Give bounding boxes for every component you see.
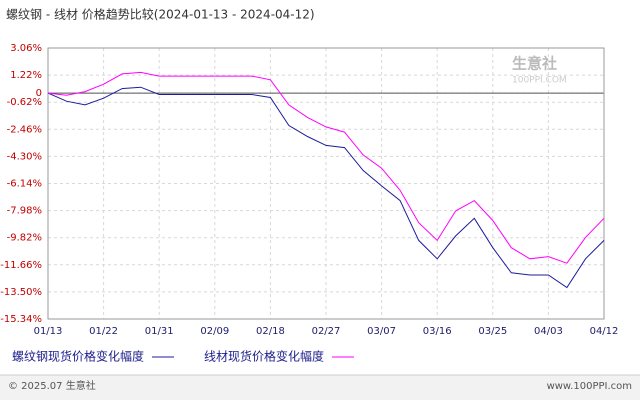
watermark: 生意社 bbox=[512, 55, 557, 73]
y-tick-label: -11.66% bbox=[0, 260, 42, 271]
x-tick-label: 02/18 bbox=[256, 326, 285, 337]
x-tick-label: 01/22 bbox=[89, 326, 118, 337]
chart-title: 螺纹钢 - 线材 价格趋势比较(2024-01-13 - 2024-04-12) bbox=[6, 7, 315, 22]
plot-border bbox=[47, 47, 605, 320]
y-tick-label: -0.62% bbox=[7, 97, 42, 108]
x-tick-label: 02/09 bbox=[200, 326, 229, 337]
y-tick-label: -4.30% bbox=[7, 151, 42, 162]
y-tick-label: -9.82% bbox=[7, 233, 42, 244]
y-tick-label: 1.22% bbox=[10, 70, 42, 81]
x-tick-label: 03/25 bbox=[478, 326, 507, 337]
y-tick-label: -15.34% bbox=[0, 314, 42, 325]
x-tick-label: 03/16 bbox=[423, 326, 452, 337]
y-tick-label: -6.14% bbox=[7, 179, 42, 190]
series-line bbox=[47, 71, 605, 264]
legend-label: 螺纹钢现货价格变化幅度 bbox=[12, 349, 144, 364]
x-tick-label: 01/31 bbox=[145, 326, 174, 337]
x-tick-label: 02/27 bbox=[312, 326, 341, 337]
x-tick-label: 04/03 bbox=[534, 326, 563, 337]
y-tick-label: -13.50% bbox=[0, 287, 42, 298]
footer-left: © 2025.07 生意社 bbox=[8, 379, 96, 392]
legend-label: 线材现货价格变化幅度 bbox=[204, 349, 324, 364]
x-tick-label: 04/12 bbox=[590, 326, 619, 337]
x-tick-label: 01/13 bbox=[34, 326, 63, 337]
y-tick-label: -2.46% bbox=[7, 124, 42, 135]
footer-right: www.100PPI.com bbox=[547, 381, 632, 392]
series-line bbox=[47, 86, 605, 289]
y-tick-label: -7.98% bbox=[7, 206, 42, 217]
y-tick-label: 0 bbox=[36, 88, 42, 99]
footer-bg bbox=[0, 375, 640, 400]
y-tick-label: 3.06% bbox=[10, 43, 42, 54]
watermark-sub: 100PPI.COM bbox=[512, 76, 567, 86]
x-tick-label: 03/07 bbox=[367, 326, 396, 337]
